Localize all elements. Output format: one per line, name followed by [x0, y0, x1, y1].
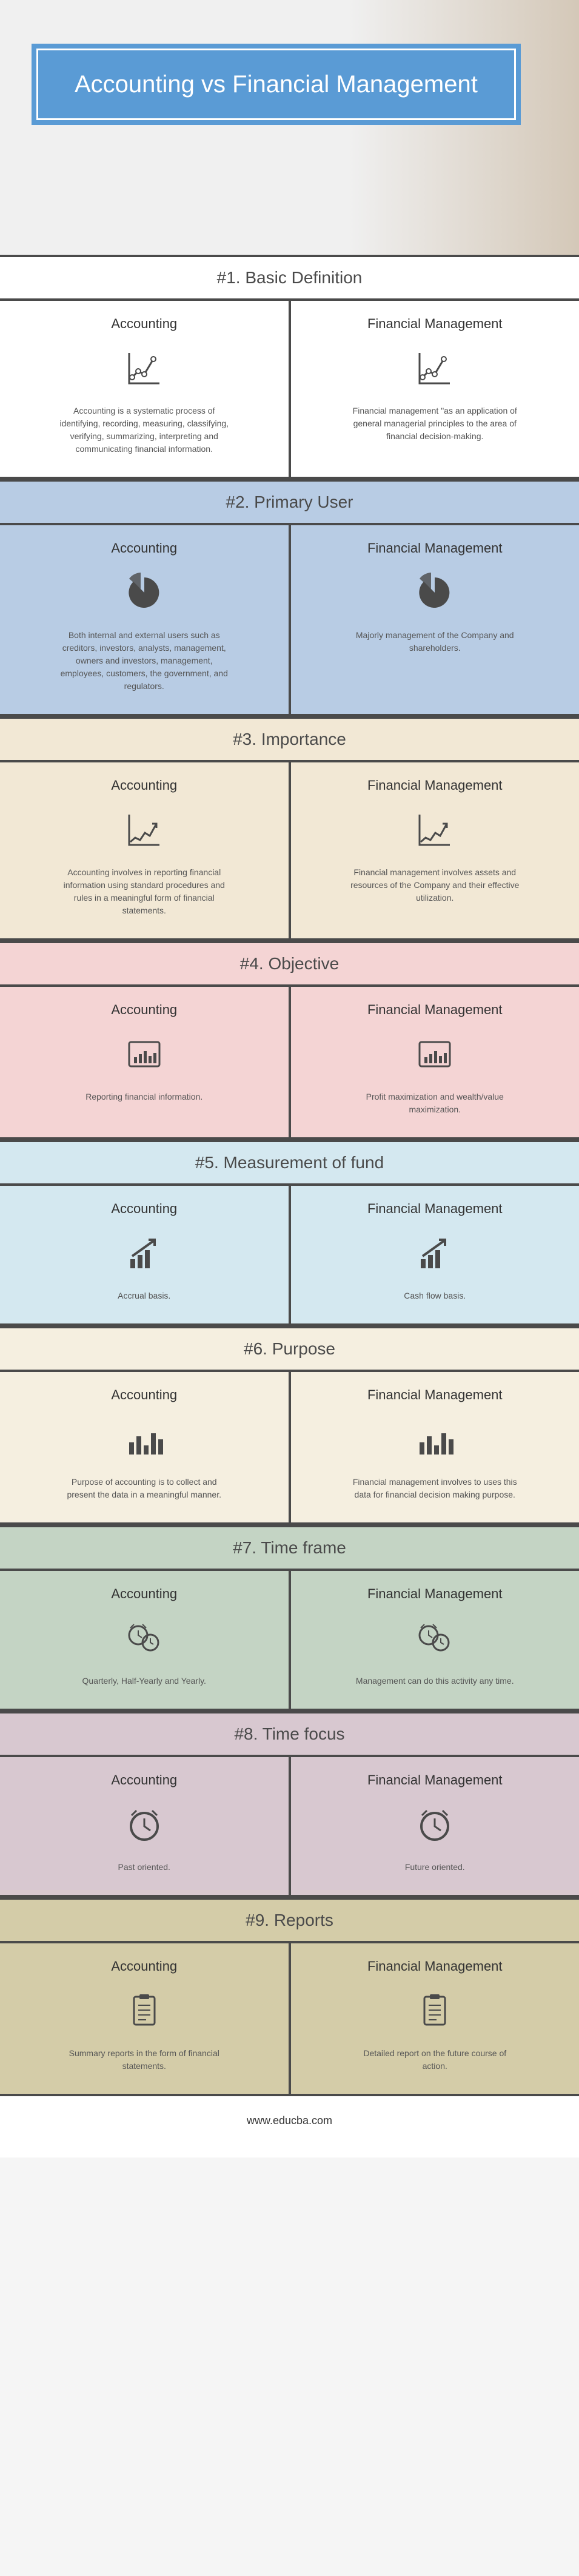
section-heading: #8. Time focus — [0, 1713, 579, 1755]
left-title: Accounting — [24, 316, 264, 332]
section-4: #4. Objective Accounting Reporting finan… — [0, 941, 579, 1140]
right-column: Financial Management Profit maximization… — [291, 987, 579, 1137]
right-text: Financial management involves to uses th… — [350, 1476, 520, 1501]
right-text: Profit maximization and wealth/value max… — [350, 1091, 520, 1116]
clocks-icon — [120, 1614, 169, 1663]
right-title: Financial Management — [315, 540, 555, 556]
left-title: Accounting — [24, 1959, 264, 1974]
right-column: Financial Management Financial managemen… — [291, 762, 579, 938]
right-text: Detailed report on the future course of … — [350, 2047, 520, 2073]
section-heading: #2. Primary User — [0, 482, 579, 523]
right-title: Financial Management — [315, 1201, 555, 1217]
hero-banner: Accounting vs Financial Management — [0, 0, 579, 255]
bar-box-icon — [120, 1030, 169, 1078]
left-column: Accounting Purpose of accounting is to c… — [0, 1372, 291, 1522]
section-7: #7. Time frame Accounting Quarterly, Hal… — [0, 1525, 579, 1711]
right-title: Financial Management — [315, 1959, 555, 1974]
left-title: Accounting — [24, 1002, 264, 1018]
section-5: #5. Measurement of fund Accounting Accru… — [0, 1140, 579, 1326]
left-text: Reporting financial information. — [59, 1091, 229, 1103]
left-text: Accrual basis. — [59, 1290, 229, 1302]
left-title: Accounting — [24, 1586, 264, 1602]
left-column: Accounting Summary reports in the form o… — [0, 1943, 291, 2094]
right-column: Financial Management Financial managemen… — [291, 1372, 579, 1522]
growth-arrow-icon — [120, 1229, 169, 1277]
right-column: Financial Management Majorly management … — [291, 525, 579, 714]
right-text: Financial management "as an application … — [350, 405, 520, 443]
line-chart-icon — [120, 344, 169, 392]
section-heading: #3. Importance — [0, 719, 579, 760]
right-title: Financial Management — [315, 1586, 555, 1602]
bars-icon — [120, 1415, 169, 1464]
left-text: Accounting is a systematic process of id… — [59, 405, 229, 456]
left-text: Accounting involves in reporting financi… — [59, 866, 229, 917]
left-column: Accounting Reporting financial informati… — [0, 987, 291, 1137]
growth-arrow-icon — [410, 1229, 459, 1277]
left-column: Accounting Quarterly, Half-Yearly and Ye… — [0, 1571, 291, 1709]
section-9: #9. Reports Accounting Summary reports i… — [0, 1897, 579, 2096]
left-column: Accounting Accounting involves in report… — [0, 762, 291, 938]
right-title: Financial Management — [315, 1002, 555, 1018]
left-text: Past oriented. — [59, 1861, 229, 1874]
left-text: Purpose of accounting is to collect and … — [59, 1476, 229, 1501]
clipboard-icon — [410, 1986, 459, 2035]
right-title: Financial Management — [315, 778, 555, 793]
section-3: #3. Importance Accounting Accounting inv… — [0, 716, 579, 941]
right-text: Management can do this activity any time… — [350, 1675, 520, 1687]
right-text: Majorly management of the Company and sh… — [350, 629, 520, 654]
bars-icon — [410, 1415, 459, 1464]
right-column: Financial Management Financial managemen… — [291, 301, 579, 477]
right-column: Financial Management Detailed report on … — [291, 1943, 579, 2094]
left-column: Accounting Past oriented. — [0, 1757, 291, 1895]
section-heading: #9. Reports — [0, 1900, 579, 1941]
right-column: Financial Management Cash flow basis. — [291, 1186, 579, 1323]
right-text: Cash flow basis. — [350, 1290, 520, 1302]
left-title: Accounting — [24, 1387, 264, 1403]
right-title: Financial Management — [315, 1387, 555, 1403]
footer-url: www.educba.com — [0, 2096, 579, 2157]
line-chart-icon — [410, 344, 459, 392]
section-2: #2. Primary User Accounting Both interna… — [0, 479, 579, 716]
right-text: Financial management involves assets and… — [350, 866, 520, 904]
left-title: Accounting — [24, 1201, 264, 1217]
left-title: Accounting — [24, 1772, 264, 1788]
clocks-icon — [410, 1614, 459, 1663]
right-column: Financial Management Future oriented. — [291, 1757, 579, 1895]
pie-chart-icon — [120, 568, 169, 617]
section-heading: #6. Purpose — [0, 1328, 579, 1370]
section-heading: #5. Measurement of fund — [0, 1142, 579, 1183]
left-column: Accounting Both internal and external us… — [0, 525, 291, 714]
section-6: #6. Purpose Accounting Purpose of accoun… — [0, 1326, 579, 1525]
left-text: Quarterly, Half-Yearly and Yearly. — [59, 1675, 229, 1687]
section-8: #8. Time focus Accounting Past oriented.… — [0, 1711, 579, 1897]
section-heading: #4. Objective — [0, 943, 579, 984]
clock-icon — [120, 1800, 169, 1849]
left-title: Accounting — [24, 540, 264, 556]
trend-line-icon — [120, 805, 169, 854]
main-title: Accounting vs Financial Management — [36, 49, 516, 120]
left-text: Summary reports in the form of financial… — [59, 2047, 229, 2073]
left-column: Accounting Accounting is a systematic pr… — [0, 301, 291, 477]
clipboard-icon — [120, 1986, 169, 2035]
section-heading: #1. Basic Definition — [0, 257, 579, 298]
clock-icon — [410, 1800, 459, 1849]
left-title: Accounting — [24, 778, 264, 793]
right-column: Financial Management Management can do t… — [291, 1571, 579, 1709]
trend-line-icon — [410, 805, 459, 854]
section-heading: #7. Time frame — [0, 1527, 579, 1569]
right-title: Financial Management — [315, 316, 555, 332]
left-text: Both internal and external users such as… — [59, 629, 229, 693]
left-column: Accounting Accrual basis. — [0, 1186, 291, 1323]
right-title: Financial Management — [315, 1772, 555, 1788]
bar-box-icon — [410, 1030, 459, 1078]
right-text: Future oriented. — [350, 1861, 520, 1874]
section-1: #1. Basic Definition Accounting Accounti… — [0, 255, 579, 479]
pie-chart-icon — [410, 568, 459, 617]
